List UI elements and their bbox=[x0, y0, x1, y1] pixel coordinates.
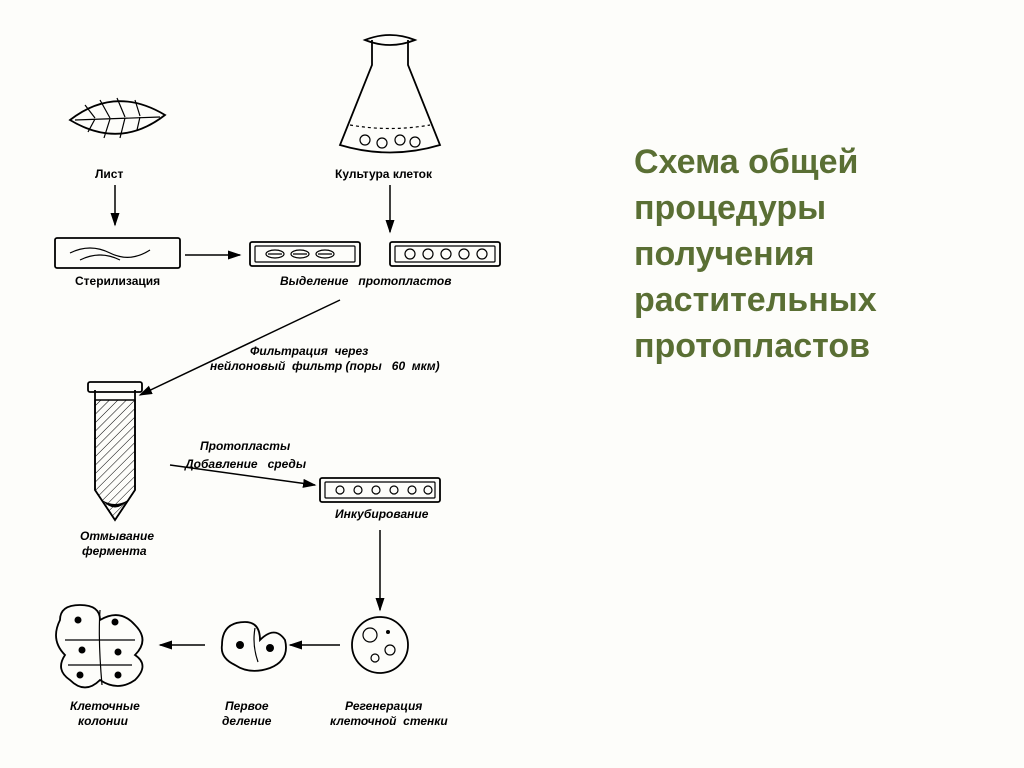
regen-label-1: Регенерация bbox=[345, 700, 422, 714]
first-division-icon bbox=[222, 622, 286, 671]
wash-label-2: фермента bbox=[82, 545, 147, 559]
protoplasts-label: Протопласты bbox=[200, 440, 290, 454]
filtration-label-2: нейлоновый фильтр (поры 60 мкм) bbox=[210, 360, 440, 374]
leaf-icon bbox=[70, 98, 165, 138]
colonies-label-1: Клеточные bbox=[70, 700, 140, 714]
sterilization-label: Стерилизация bbox=[75, 275, 160, 289]
leaf-label: Лист bbox=[95, 168, 123, 182]
flowchart-svg bbox=[0, 0, 1024, 768]
regen-label-2: клеточной стенки bbox=[330, 715, 448, 729]
filtration-label-1: Фильтрация через bbox=[250, 345, 368, 359]
colonies-label-2: колонии bbox=[78, 715, 128, 729]
division-label-1: Первое bbox=[225, 700, 269, 714]
flask-icon bbox=[340, 35, 440, 153]
isolation-dish-2-icon bbox=[390, 242, 500, 266]
regeneration-cell-icon bbox=[352, 617, 408, 673]
cell-colonies-icon bbox=[56, 605, 143, 688]
sterilization-dish-icon bbox=[55, 238, 180, 268]
diagram-canvas: Схема общей процедуры получения растител… bbox=[0, 0, 1024, 768]
incubation-label: Инкубирование bbox=[335, 508, 428, 522]
centrifuge-tube-icon bbox=[88, 382, 142, 520]
medium-label: Добавление среды bbox=[185, 458, 306, 472]
wash-label-1: Отмывание bbox=[80, 530, 154, 544]
culture-label: Культура клеток bbox=[335, 168, 432, 182]
isolation-dish-1-icon bbox=[250, 242, 360, 266]
isolation-label: Выделение протопластов bbox=[280, 275, 451, 289]
incubation-dish-icon bbox=[320, 478, 440, 502]
division-label-2: деление bbox=[222, 715, 271, 729]
